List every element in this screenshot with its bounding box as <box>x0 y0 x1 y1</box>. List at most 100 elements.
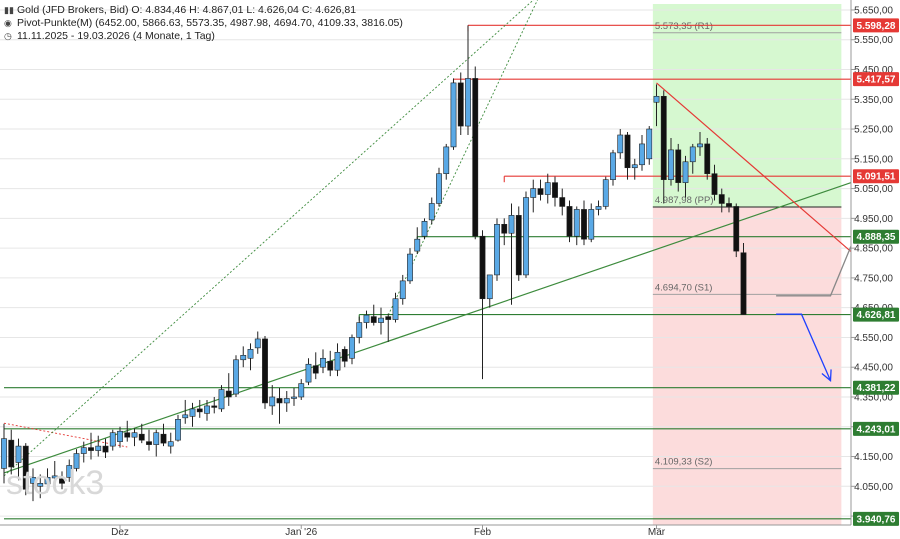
candle <box>153 429 160 457</box>
candle <box>218 385 225 412</box>
candle-body <box>51 475 58 479</box>
candle-body <box>102 445 109 453</box>
candle <box>349 334 355 365</box>
pivot-label: 4.109,33 (S2) <box>655 457 713 468</box>
candle <box>581 200 587 246</box>
candle <box>182 399 189 424</box>
candle <box>95 435 102 457</box>
candle-body <box>523 197 529 276</box>
candle <box>262 335 268 409</box>
level-label: 5.091,51 <box>853 169 899 184</box>
candle <box>44 468 51 493</box>
y-tick-label: 4.150,00 <box>854 452 893 463</box>
candle <box>167 432 174 454</box>
candle <box>726 197 732 213</box>
candle <box>479 230 486 380</box>
candle <box>334 343 341 377</box>
candle <box>146 429 152 451</box>
candle-body <box>573 209 580 237</box>
candle-body <box>1 438 7 469</box>
candle <box>523 191 529 278</box>
candle-body <box>189 408 196 417</box>
candle-body <box>312 365 319 374</box>
y-tick-label: 4.550,00 <box>854 333 893 344</box>
candle-body <box>544 182 551 195</box>
candle-body <box>44 477 51 485</box>
zone-1 <box>652 207 842 525</box>
candle <box>537 179 544 201</box>
candle-body <box>334 352 341 371</box>
level-label-box <box>853 380 899 395</box>
candle <box>22 443 29 496</box>
candle <box>196 399 203 418</box>
candle-body <box>479 235 486 300</box>
candle <box>472 66 479 240</box>
candle <box>320 349 326 374</box>
level-label: 4.626,81 <box>853 307 899 322</box>
y-tick-label: 4.450,00 <box>854 363 893 374</box>
candle-body <box>378 317 384 323</box>
trendline <box>3 422 128 448</box>
candle-body <box>436 173 442 204</box>
level-label-text: 5.598,28 <box>857 21 896 32</box>
candle <box>457 72 464 135</box>
candles-icon: ▮▮ <box>4 5 14 15</box>
candle <box>588 203 595 243</box>
candle <box>88 432 94 460</box>
candle-body <box>276 398 283 404</box>
candle <box>30 468 36 502</box>
candle <box>421 218 428 240</box>
candle-body <box>109 432 116 447</box>
candle <box>392 292 399 323</box>
trendline <box>3 181 851 474</box>
candle <box>682 155 689 198</box>
candle-body <box>356 322 363 338</box>
candle-body <box>501 224 508 234</box>
candle-body <box>740 252 747 315</box>
candle <box>617 129 624 159</box>
x-tick-label: Dez <box>111 527 129 538</box>
candle-body <box>167 441 174 447</box>
candle <box>624 132 631 180</box>
candle-body <box>204 405 210 414</box>
level-label-text: 4.243,01 <box>857 424 896 435</box>
candle <box>80 441 87 463</box>
level-label-box <box>853 307 899 322</box>
candle <box>160 423 167 447</box>
candle-body <box>581 209 587 240</box>
pivot-icon: ◉ <box>4 18 12 28</box>
candle-body <box>95 445 102 451</box>
x-tick-label: Jan '26 <box>285 527 317 538</box>
candle <box>711 164 718 201</box>
candle <box>131 428 138 447</box>
candle <box>312 352 319 380</box>
candle-body <box>443 146 450 174</box>
candle-body <box>22 445 29 490</box>
watermark-logo: stock3 <box>6 464 104 502</box>
candle-body <box>153 432 160 445</box>
candle-body <box>588 209 595 240</box>
candle <box>189 402 196 427</box>
candle <box>276 388 283 424</box>
candle <box>660 90 667 204</box>
candle <box>436 167 442 207</box>
candle-body <box>175 419 181 441</box>
candle <box>327 350 334 377</box>
candle-body <box>537 188 544 195</box>
candle <box>8 429 15 475</box>
candle-body <box>595 206 602 210</box>
candle-body <box>291 396 297 399</box>
candle-body <box>225 390 232 398</box>
candle <box>631 158 638 180</box>
candle <box>697 132 703 156</box>
candle-body <box>559 197 566 207</box>
candle <box>291 388 297 406</box>
candle <box>269 385 276 415</box>
y-tick-label: 4.350,00 <box>854 392 893 403</box>
candle-body <box>182 414 189 419</box>
candle-body <box>73 453 80 469</box>
pivot-label: 5.573,35 (R1) <box>655 21 713 32</box>
instrument-info: ▮▮ Gold (JFD Brokers, Bid) O: 4.834,46 H:… <box>4 4 356 17</box>
